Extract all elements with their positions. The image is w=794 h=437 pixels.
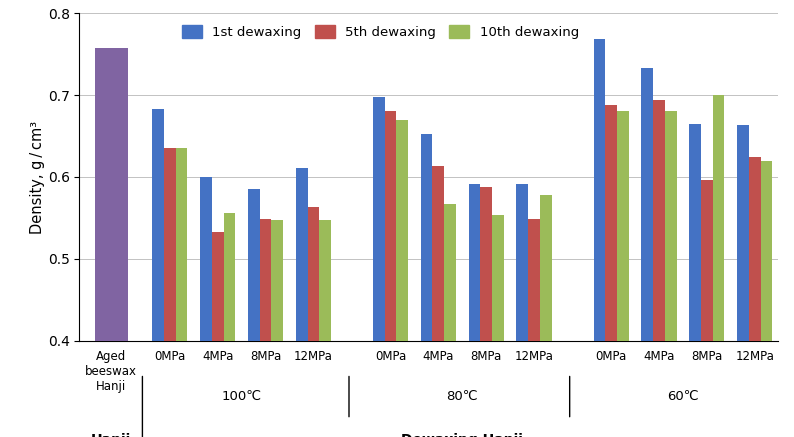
- Bar: [384, 111, 396, 437]
- Bar: [689, 124, 701, 437]
- Bar: [653, 100, 665, 437]
- Bar: [594, 39, 605, 437]
- Bar: [713, 95, 724, 437]
- Legend: 1st dewaxing, 5th dewaxing, 10th dewaxing: 1st dewaxing, 5th dewaxing, 10th dewaxin…: [177, 20, 584, 44]
- Bar: [152, 109, 164, 437]
- Bar: [175, 148, 187, 437]
- Bar: [761, 161, 773, 437]
- Bar: [396, 120, 408, 437]
- Bar: [212, 232, 223, 437]
- Bar: [737, 125, 749, 437]
- Bar: [480, 187, 492, 437]
- Y-axis label: Density, g / cm³: Density, g / cm³: [30, 121, 45, 233]
- Bar: [492, 215, 503, 437]
- Bar: [701, 180, 713, 437]
- Bar: [540, 195, 552, 437]
- Bar: [272, 219, 283, 437]
- Bar: [200, 177, 212, 437]
- Bar: [307, 207, 319, 437]
- Text: 60℃: 60℃: [667, 390, 699, 403]
- Bar: [373, 97, 384, 437]
- Bar: [248, 189, 260, 437]
- Bar: [528, 219, 540, 437]
- Bar: [617, 111, 629, 437]
- Bar: [164, 148, 175, 437]
- Bar: [95, 49, 128, 437]
- Text: 100℃: 100℃: [222, 390, 262, 403]
- Bar: [319, 220, 331, 437]
- Bar: [421, 134, 433, 437]
- Bar: [223, 213, 235, 437]
- Bar: [665, 111, 676, 437]
- Bar: [296, 168, 307, 437]
- Text: Dewaxing Hanji: Dewaxing Hanji: [401, 433, 523, 437]
- Bar: [468, 184, 480, 437]
- Bar: [260, 219, 272, 437]
- Text: 80℃: 80℃: [446, 390, 478, 403]
- Bar: [433, 166, 444, 437]
- Bar: [749, 157, 761, 437]
- Bar: [605, 105, 617, 437]
- Bar: [642, 68, 653, 437]
- Text: Hanji: Hanji: [91, 433, 132, 437]
- Bar: [444, 204, 456, 437]
- Bar: [517, 184, 528, 437]
